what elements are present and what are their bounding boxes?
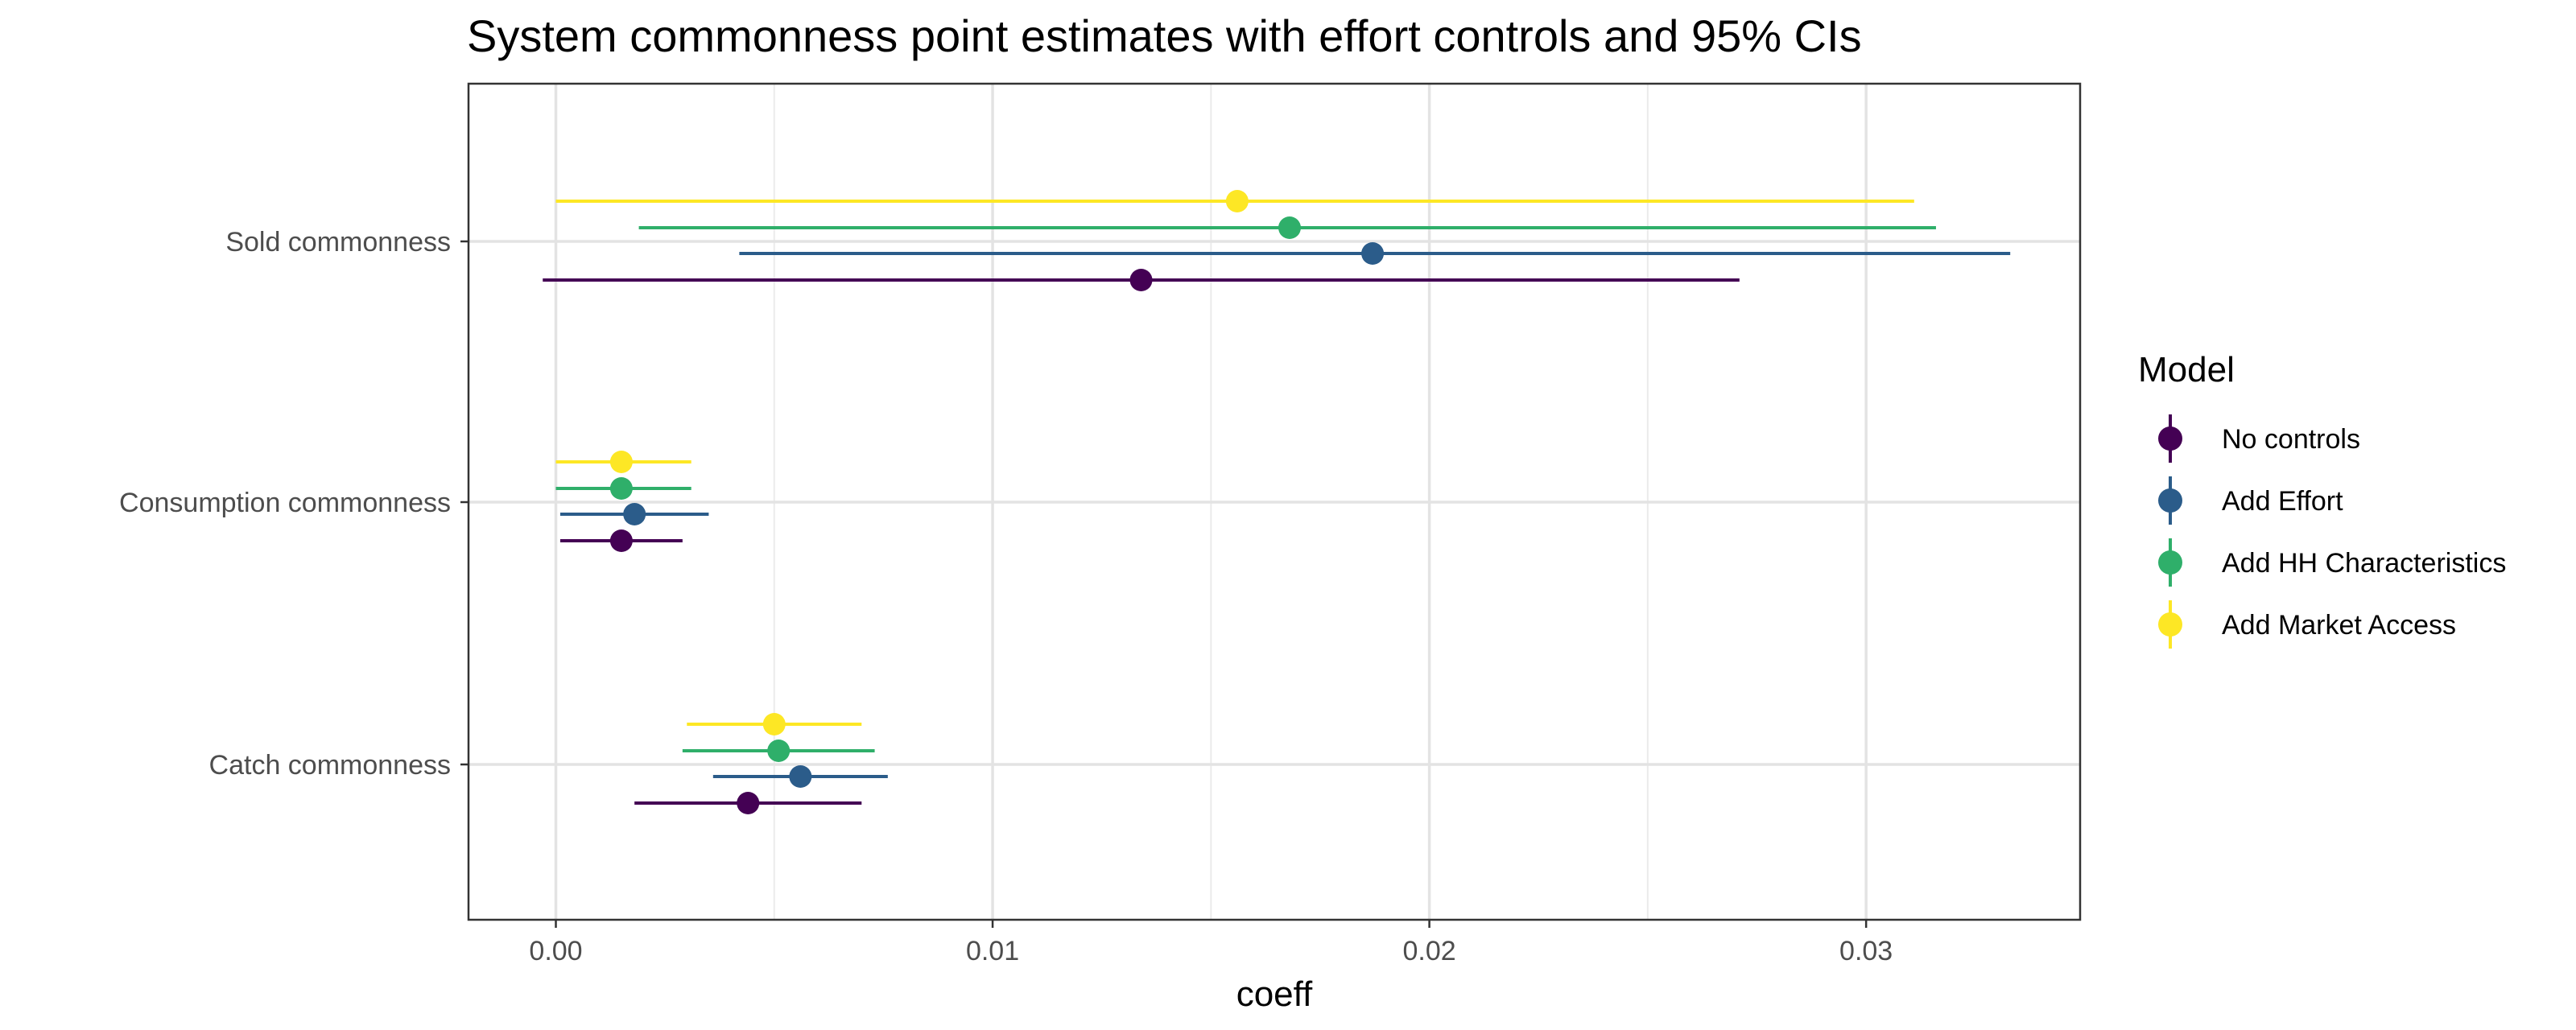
legend-item: Add Market Access bbox=[2158, 600, 2456, 649]
legend-title: Model bbox=[2138, 350, 2235, 389]
estimate-point bbox=[609, 477, 633, 500]
estimate-point bbox=[1278, 216, 1301, 239]
estimate-point bbox=[762, 713, 786, 735]
estimate-point bbox=[1225, 190, 1249, 212]
legend: Model No controls Add Effort Add HH Charac… bbox=[2138, 350, 2506, 649]
series-add-effort bbox=[559, 242, 2011, 788]
legend-key-point bbox=[2158, 426, 2182, 451]
x-tick-label: 0.00 bbox=[529, 936, 582, 966]
x-tick-label: 0.03 bbox=[1839, 936, 1893, 966]
estimate-point bbox=[609, 529, 633, 552]
axes: 0.00 0.01 0.02 0.03 Sold commonness Consumpti… bbox=[119, 82, 2082, 966]
data-marks bbox=[543, 190, 2011, 814]
series-add-hh-characteristics bbox=[555, 216, 1936, 762]
x-axis-title: coeff bbox=[1236, 974, 1313, 1014]
estimate-point bbox=[1129, 269, 1153, 291]
estimate-point bbox=[767, 740, 791, 762]
chart-title: System commonness point estimates with e… bbox=[467, 10, 1862, 61]
legend-item: No controls bbox=[2158, 414, 2360, 463]
x-tick-label: 0.02 bbox=[1403, 936, 1456, 966]
series-add-market-access bbox=[555, 190, 1914, 735]
series-no-controls bbox=[543, 269, 1740, 814]
legend-key-point bbox=[2158, 550, 2182, 575]
y-tick-label: Consumption commonness bbox=[119, 488, 451, 518]
x-tick-label: 0.01 bbox=[966, 936, 1019, 966]
estimate-point bbox=[609, 451, 633, 473]
legend-item: Add Effort bbox=[2158, 476, 2343, 525]
y-tick-label: Catch commonness bbox=[209, 750, 451, 781]
grid-lines bbox=[469, 84, 2080, 920]
estimate-point bbox=[1361, 242, 1385, 265]
legend-label: No controls bbox=[2222, 424, 2360, 455]
estimate-point bbox=[737, 792, 760, 814]
estimate-point bbox=[789, 765, 812, 788]
legend-item: Add HH Characteristics bbox=[2158, 538, 2506, 587]
legend-label: Add HH Characteristics bbox=[2222, 548, 2506, 579]
y-tick-label: Sold commonness bbox=[225, 227, 451, 258]
legend-key-point bbox=[2158, 488, 2182, 513]
legend-label: Add Market Access bbox=[2222, 610, 2456, 641]
legend-label: Add Effort bbox=[2222, 486, 2343, 517]
estimate-point bbox=[623, 503, 646, 525]
legend-key-point bbox=[2158, 612, 2182, 637]
